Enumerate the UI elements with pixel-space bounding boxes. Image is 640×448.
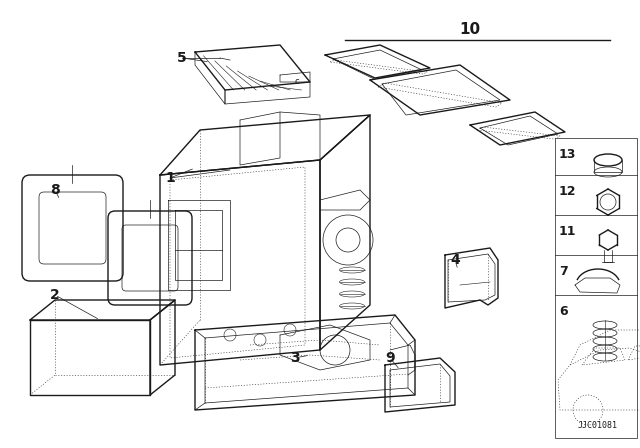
Text: 4: 4 (450, 253, 460, 267)
Text: 12: 12 (559, 185, 577, 198)
Text: 5: 5 (177, 51, 187, 65)
Text: 9: 9 (385, 351, 395, 365)
Text: 8: 8 (50, 183, 60, 197)
Text: c: c (294, 77, 300, 86)
Text: 11: 11 (559, 225, 577, 238)
Text: 3: 3 (290, 351, 300, 365)
Text: 1: 1 (165, 171, 175, 185)
Text: 13: 13 (559, 148, 577, 161)
Text: 10: 10 (460, 22, 481, 37)
Text: JJC01081: JJC01081 (578, 421, 618, 430)
Text: 2: 2 (50, 288, 60, 302)
Bar (555, 138, 637, 438)
Text: 6: 6 (559, 305, 568, 318)
Text: 7: 7 (559, 265, 568, 278)
